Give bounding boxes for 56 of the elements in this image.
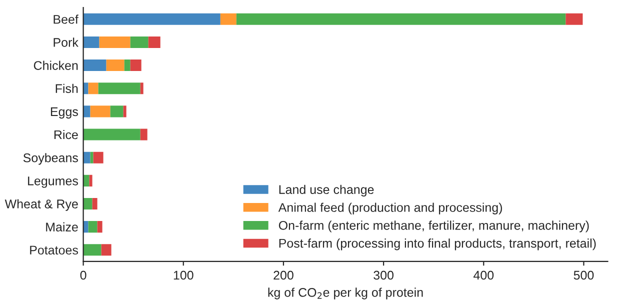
bar (88, 82, 98, 94)
bar (83, 221, 88, 233)
bar (83, 198, 92, 210)
bar (99, 36, 130, 48)
legend-label: Animal feed (production and processing) (278, 202, 502, 214)
bar (110, 106, 124, 118)
y-tick-label: Legumes (28, 176, 78, 188)
legend-label: On-farm (enteric methane, fertilizer, manure, machinery) (278, 220, 589, 232)
bar (130, 36, 148, 48)
bar (220, 13, 236, 25)
bar (83, 174, 90, 186)
bar (89, 174, 92, 186)
bar (83, 36, 100, 48)
bar (83, 128, 140, 140)
y-tick-label: Pork (54, 38, 78, 47)
y-tick-label: Beef (54, 14, 78, 24)
legend-label: Land use change (279, 184, 374, 196)
bar (148, 36, 160, 48)
bar (101, 244, 112, 256)
x-tick-label: 200 (274, 270, 294, 280)
y-tick-label: Soybeans (23, 153, 78, 165)
y-tick-label: Rice (54, 130, 78, 140)
bar (98, 82, 140, 94)
bar (140, 82, 144, 94)
bar (130, 60, 142, 72)
bar (90, 152, 94, 164)
y-tick-label: Eggs (50, 107, 78, 119)
bar (124, 60, 130, 72)
bar (92, 198, 98, 210)
bar (93, 152, 104, 164)
x-tick-label: 300 (374, 270, 394, 280)
x-axis-title: kg of CO$_{2}$e per kg of protein (268, 288, 423, 300)
bar (83, 60, 106, 72)
bar (83, 244, 102, 256)
x-tick-label: 500 (574, 270, 594, 280)
y-tick-label: Maize (46, 222, 78, 232)
y-tick-label: Chicken (34, 60, 78, 70)
bar (236, 13, 566, 25)
x-tick-label: 0 (80, 270, 86, 280)
y-tick-label: Fish (56, 84, 78, 94)
bar (83, 152, 90, 164)
y-tick-label: Potatoes (30, 246, 78, 255)
bar (88, 221, 98, 233)
y-tick-label: Wheat & Rye (4, 199, 78, 211)
bar (123, 106, 126, 118)
bar (83, 82, 88, 94)
bar (97, 221, 102, 233)
bar (140, 128, 148, 140)
bar (90, 106, 110, 118)
x-tick-label: 100 (174, 270, 194, 280)
bar (566, 13, 583, 25)
legend-label: Post-farm (processing into final products, transport, retail) (279, 238, 596, 250)
bar (83, 106, 90, 118)
bar (106, 60, 124, 72)
bar (83, 13, 220, 25)
x-tick-label: 400 (474, 270, 494, 280)
